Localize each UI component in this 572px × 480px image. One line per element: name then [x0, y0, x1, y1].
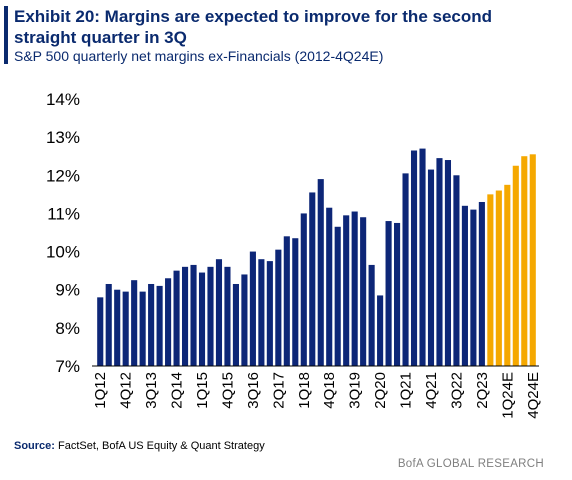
- brand-label: BofA GLOBAL RESEARCH: [397, 458, 544, 470]
- bar-3q19: [351, 211, 358, 366]
- x-tick-label: 1Q24E: [499, 372, 516, 419]
- bar-3q17: [283, 236, 290, 366]
- bar-3q23: [487, 194, 494, 366]
- x-tick-label: 3Q22: [448, 372, 465, 409]
- x-tick-label: 3Q19: [347, 372, 364, 409]
- source-note: Source: FactSet, BofA US Equity & Quant …: [14, 440, 265, 452]
- bar-4q14: [190, 264, 197, 366]
- bar-1q18: [300, 213, 307, 366]
- bar-2q22: [444, 160, 452, 366]
- bar-1q15: [198, 272, 206, 366]
- y-tick-label: 7%: [55, 357, 80, 376]
- x-tick-label: 4Q18: [321, 372, 338, 409]
- bar-2q21: [410, 150, 418, 366]
- bar-1q19: [334, 226, 341, 366]
- bar-3q18: [317, 179, 324, 366]
- bar-3q15: [215, 259, 223, 366]
- bar-4q19: [360, 217, 367, 366]
- chart-title: Exhibit 20: Margins are expected to impr…: [14, 7, 493, 47]
- bar-2q17: [275, 249, 282, 366]
- bar-2q18: [309, 192, 316, 366]
- title-accent-bar: [4, 6, 8, 64]
- bar-3q13: [148, 283, 155, 366]
- bar-4q17: [292, 238, 299, 366]
- x-tick-label: 3Q16: [245, 372, 262, 409]
- x-tick-label: 1Q21: [398, 372, 415, 409]
- x-tick-label: 4Q15: [220, 372, 237, 409]
- bar-3q20: [385, 221, 392, 366]
- bar-4q20: [394, 222, 401, 366]
- bar-1q16: [232, 283, 239, 366]
- bar-3q24e: [521, 156, 528, 366]
- bar-1q20: [368, 264, 375, 366]
- bar-2q12: [105, 283, 112, 366]
- bar-2q13: [139, 291, 146, 366]
- x-tick-label: 2Q14: [169, 372, 186, 409]
- bar-4q18: [326, 207, 333, 366]
- x-tick-label: 2Q17: [270, 372, 287, 409]
- bar-chart: 7% 8% 9% 10% 11% 12% 13% 14% 1Q12 4Q12 3Q13 2Q14 1Q1…: [46, 90, 542, 419]
- chart-subtitle: S&P 500 quarterly net margins ex-Financi…: [14, 48, 384, 64]
- bar-4q13: [156, 285, 163, 366]
- x-tick-label: 4Q12: [118, 372, 135, 409]
- x-tick-label: 2Q23: [474, 372, 491, 409]
- x-tick-label: 1Q12: [92, 372, 109, 409]
- bar-3q12: [114, 289, 121, 366]
- x-tick-label: 2Q20: [372, 372, 389, 409]
- bar-1q12: [97, 297, 104, 366]
- bar-1q24e: [504, 184, 511, 366]
- bar-2q16: [241, 274, 248, 366]
- bar-2q15: [207, 266, 214, 366]
- y-tick-label: 11%: [47, 204, 80, 223]
- bar-3q14: [181, 266, 189, 366]
- bar-3q21: [419, 148, 426, 366]
- y-tick-label: 10%: [46, 243, 80, 262]
- bar-4q22: [461, 205, 468, 366]
- bar-2q24e: [512, 165, 519, 366]
- bar-4q16: [258, 259, 265, 366]
- bar-3q22: [453, 175, 460, 366]
- x-tick-label: 4Q21: [423, 372, 440, 409]
- x-tick-label: 1Q15: [194, 372, 211, 409]
- y-tick-label: 14%: [46, 90, 80, 109]
- bar-1q22: [436, 158, 443, 366]
- y-tick-label: 9%: [55, 281, 80, 300]
- bar-1q13: [131, 280, 138, 366]
- bar-1q14: [165, 278, 172, 366]
- source-label: Source:: [14, 440, 55, 452]
- bar-1q23: [470, 209, 477, 366]
- x-tick-label: 4Q24E: [525, 372, 542, 419]
- x-tick-label: 1Q18: [296, 372, 313, 409]
- source-text: FactSet, BofA US Equity & Quant Strategy: [58, 440, 265, 452]
- bar-4q23: [495, 190, 502, 366]
- y-tick-label: 13%: [46, 128, 80, 147]
- bar-2q20: [377, 295, 384, 366]
- y-tick-label: 12%: [46, 166, 80, 185]
- bar-1q17: [266, 261, 273, 366]
- bar-4q24e: [529, 154, 536, 366]
- x-tick-label: 3Q13: [143, 372, 160, 409]
- bar-2q14: [173, 270, 180, 366]
- bar-2q23: [478, 201, 485, 366]
- bar-1q21: [402, 173, 409, 366]
- bar-4q21: [427, 169, 435, 366]
- bar-4q15: [224, 266, 231, 366]
- bar-4q12: [122, 291, 129, 366]
- bar-2q19: [343, 215, 350, 366]
- bar-3q16: [249, 251, 256, 366]
- y-tick-label: 8%: [55, 319, 80, 338]
